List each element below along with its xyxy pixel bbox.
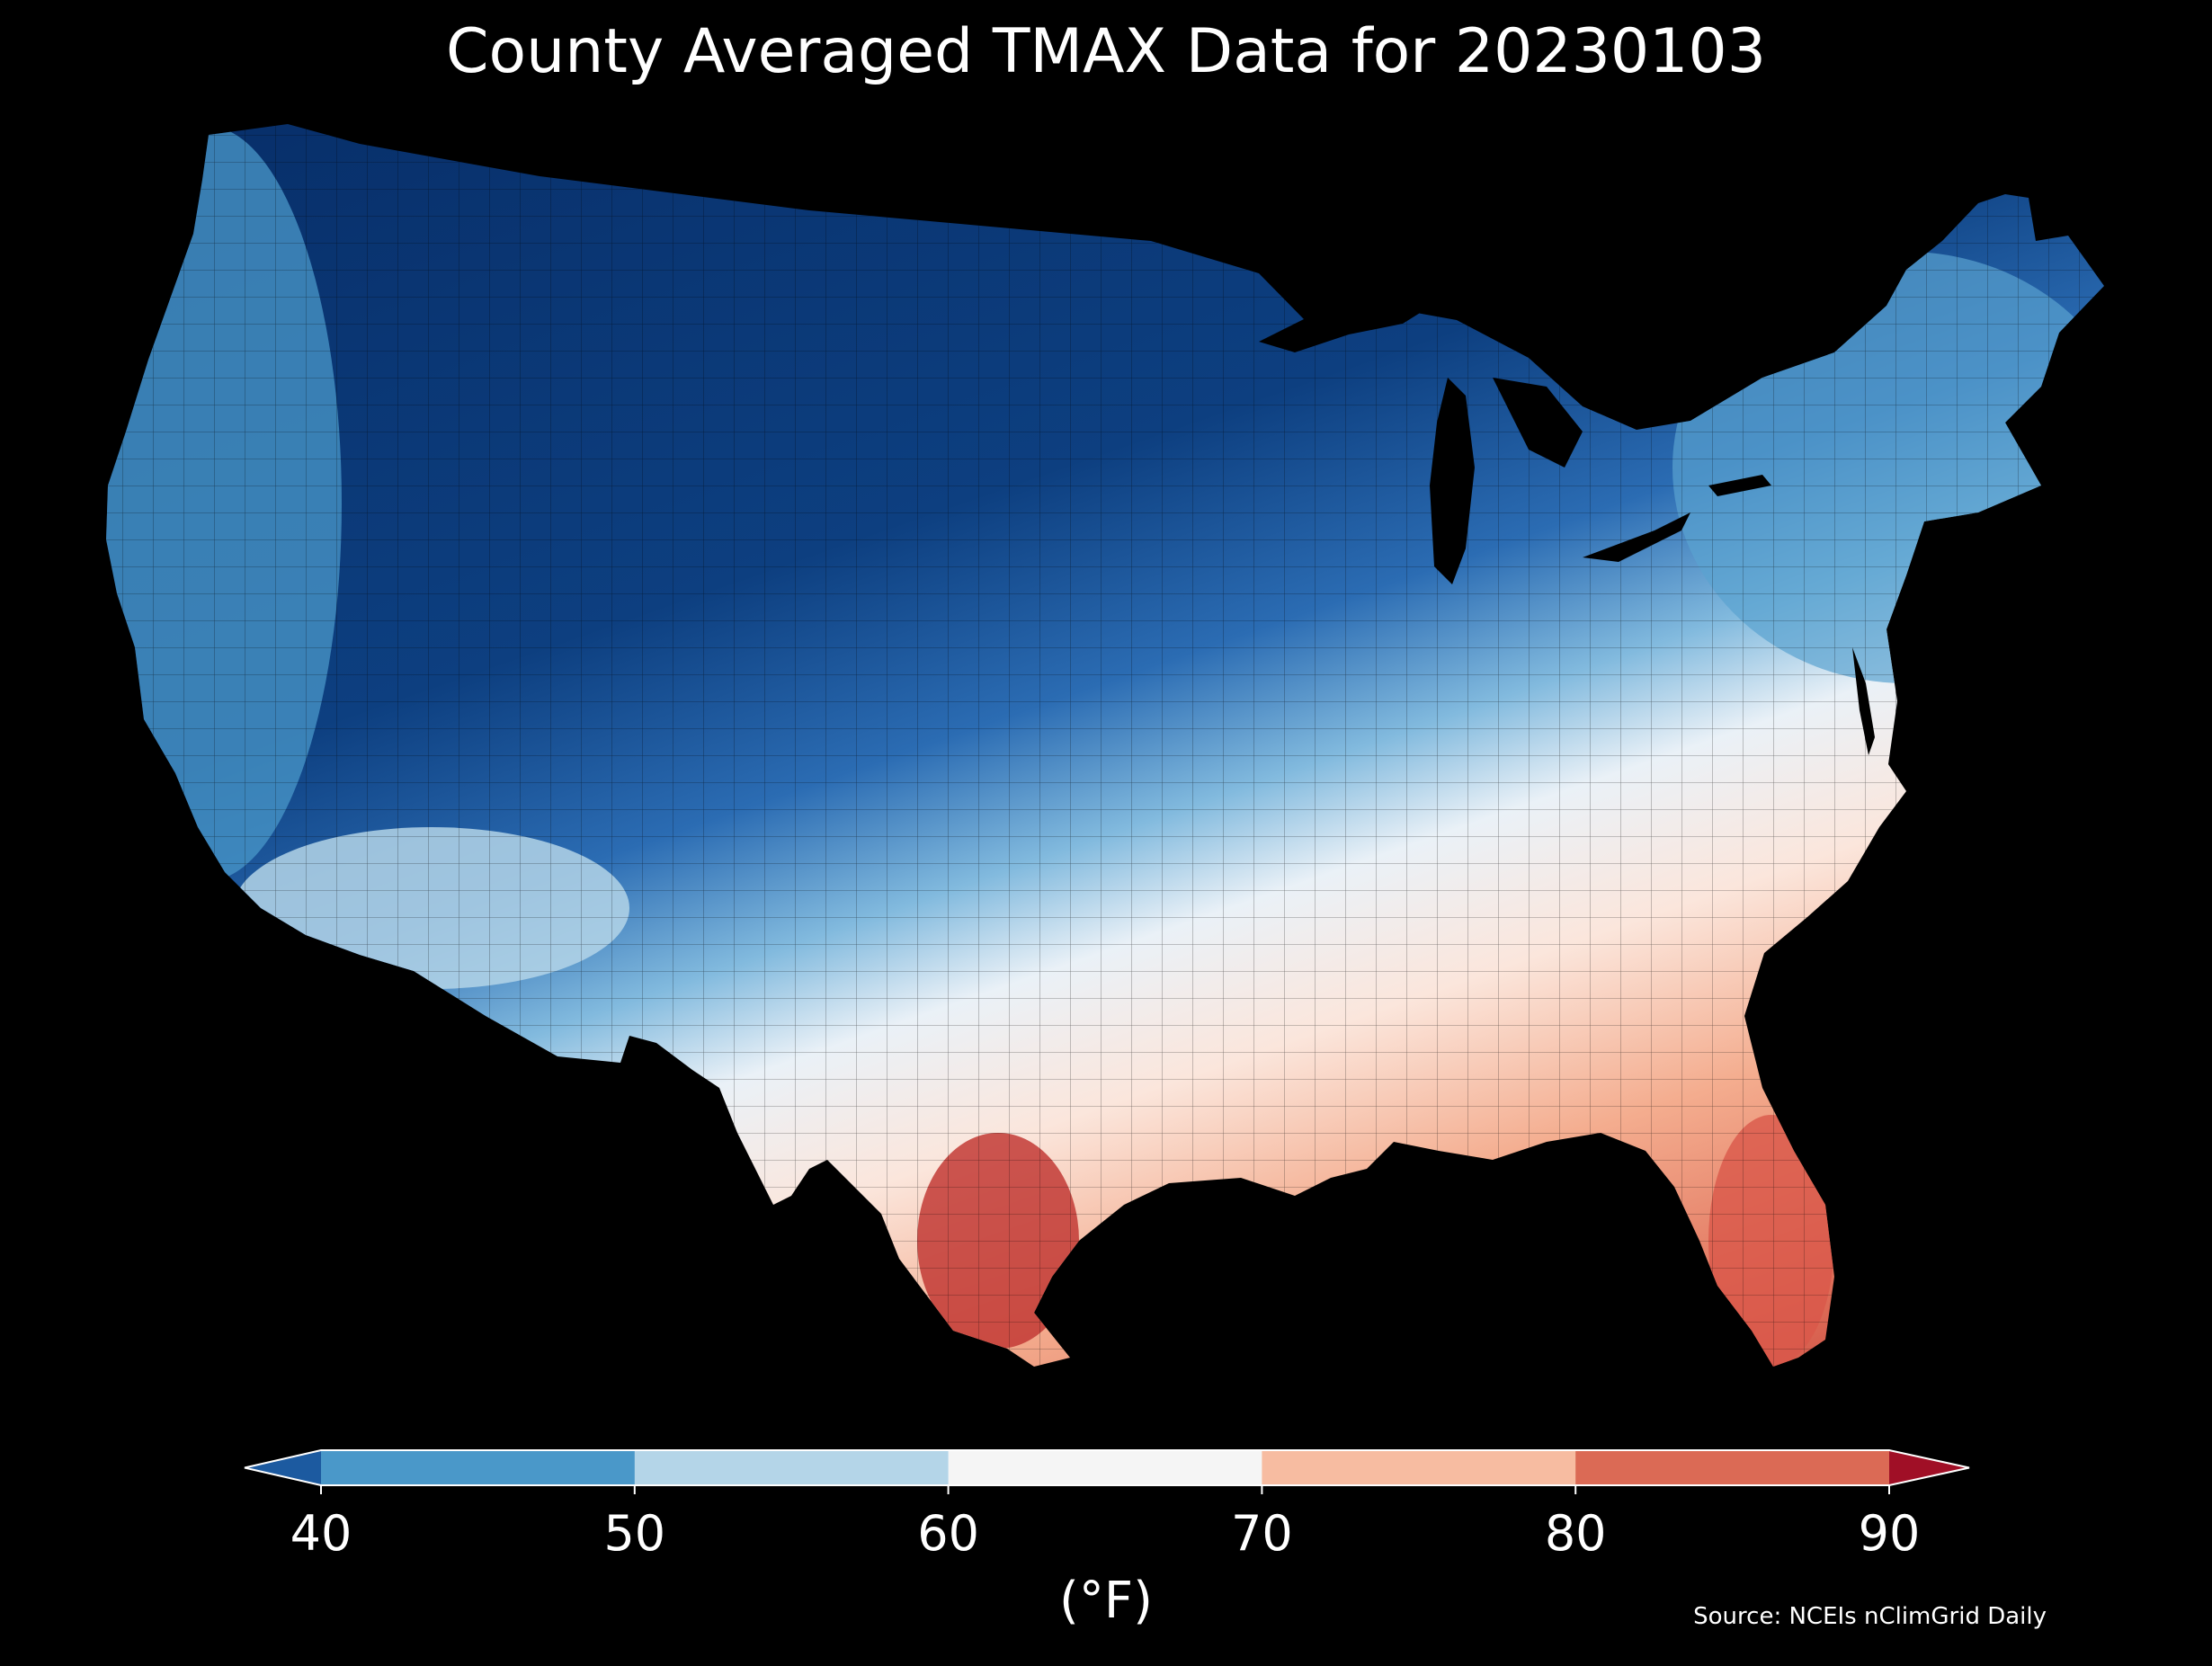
colorbar-segment xyxy=(634,1450,950,1485)
lake-ontario xyxy=(1708,475,1771,496)
colorbar-tick-label: 60 xyxy=(917,1505,979,1562)
lake-michigan xyxy=(1430,378,1475,584)
source-credit: Source: NCEIs nClimGrid Daily xyxy=(1693,1603,2047,1630)
lake-erie xyxy=(1583,512,1690,562)
colorbar-tick-label: 50 xyxy=(603,1505,665,1562)
colorbar-unit-label: (°F) xyxy=(1059,1572,1153,1630)
colorbar-segment xyxy=(321,1450,636,1485)
colorbar-segment xyxy=(1575,1450,1890,1485)
colorbar-tick-label: 80 xyxy=(1545,1505,1607,1562)
map-title: County Averaged TMAX Data for 20230103 xyxy=(446,16,1766,87)
colorbar-segment xyxy=(1262,1450,1576,1485)
colorbar-extend-low xyxy=(245,1450,321,1485)
colorbar-tick-label: 40 xyxy=(290,1505,352,1562)
colorbar-tick-label: 90 xyxy=(1859,1505,1921,1562)
chesapeake-bay xyxy=(1852,647,1875,755)
colorbar-segment xyxy=(948,1450,1262,1485)
colorbar-extend-high xyxy=(1889,1450,1969,1485)
colorbar-tick-label: 70 xyxy=(1231,1505,1293,1562)
lake-huron xyxy=(1493,378,1583,468)
lake-superior xyxy=(1259,297,1439,352)
